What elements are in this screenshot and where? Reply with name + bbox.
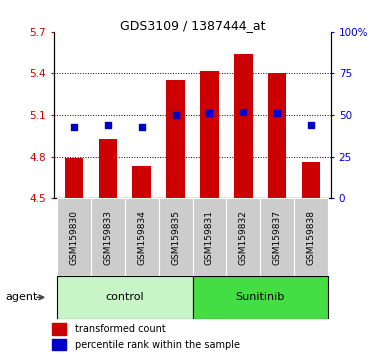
FancyBboxPatch shape <box>260 198 294 276</box>
Text: GSM159832: GSM159832 <box>239 210 248 265</box>
Text: Sunitinib: Sunitinib <box>236 292 285 302</box>
Bar <box>132 166 151 198</box>
Point <box>308 122 314 128</box>
Text: GSM159837: GSM159837 <box>273 210 281 265</box>
Bar <box>65 158 84 198</box>
FancyBboxPatch shape <box>226 198 260 276</box>
Text: GDS3109 / 1387444_at: GDS3109 / 1387444_at <box>120 19 265 33</box>
Text: GSM159834: GSM159834 <box>137 210 146 265</box>
Point <box>71 124 77 130</box>
Text: control: control <box>105 292 144 302</box>
Text: GSM159838: GSM159838 <box>306 210 315 265</box>
Bar <box>234 54 253 198</box>
Bar <box>52 323 66 335</box>
FancyBboxPatch shape <box>125 198 159 276</box>
FancyBboxPatch shape <box>159 198 192 276</box>
Point <box>206 110 213 116</box>
Bar <box>301 162 320 198</box>
Point <box>240 109 246 115</box>
Text: GSM159833: GSM159833 <box>104 210 112 265</box>
Text: transformed count: transformed count <box>75 324 166 334</box>
Bar <box>200 71 219 198</box>
Point <box>172 112 179 118</box>
Point <box>274 110 280 116</box>
FancyBboxPatch shape <box>57 276 192 319</box>
Text: percentile rank within the sample: percentile rank within the sample <box>75 340 240 350</box>
Text: GSM159830: GSM159830 <box>70 210 79 265</box>
Bar <box>268 73 286 198</box>
FancyBboxPatch shape <box>192 276 328 319</box>
Text: agent: agent <box>6 292 38 302</box>
FancyBboxPatch shape <box>294 198 328 276</box>
Bar <box>166 80 185 198</box>
FancyBboxPatch shape <box>192 198 226 276</box>
Bar <box>99 139 117 198</box>
Point <box>139 124 145 130</box>
FancyBboxPatch shape <box>57 198 91 276</box>
Text: GSM159835: GSM159835 <box>171 210 180 265</box>
Text: GSM159831: GSM159831 <box>205 210 214 265</box>
Point <box>105 122 111 128</box>
FancyBboxPatch shape <box>91 198 125 276</box>
Bar <box>52 339 66 350</box>
